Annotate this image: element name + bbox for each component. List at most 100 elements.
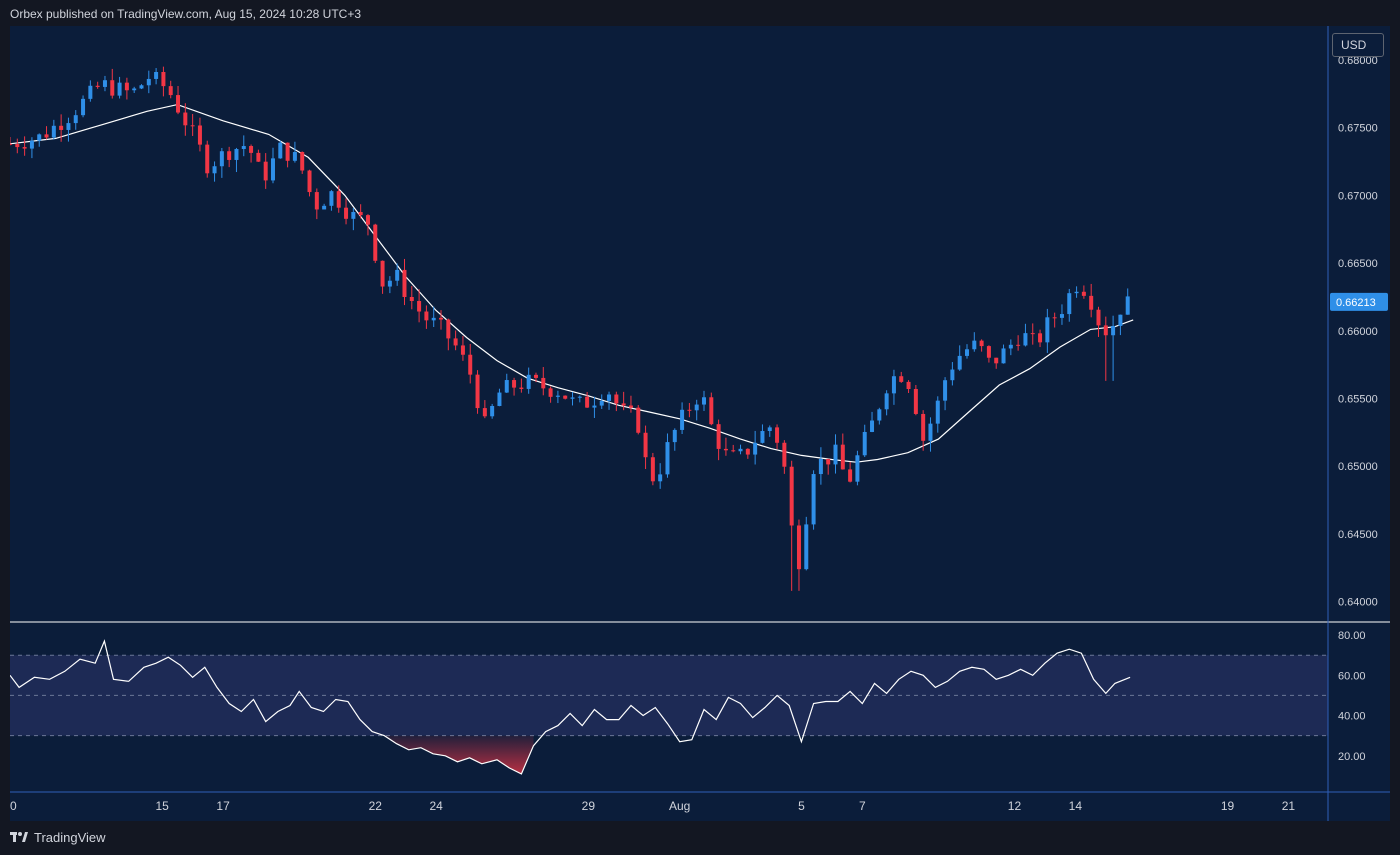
candle-body <box>789 466 794 526</box>
candle-body <box>760 431 765 443</box>
candle-body <box>88 85 93 99</box>
candle-body <box>154 72 159 79</box>
rsi-layer <box>10 639 1328 775</box>
candle-body <box>424 311 429 321</box>
candle-body <box>124 82 129 91</box>
candle-body <box>862 431 867 456</box>
chart-area[interactable]: 0.68000 0.67500 0.67000 0.66500 0.66000 0.655… <box>10 26 1390 821</box>
candle-body <box>110 80 115 96</box>
date-tick-label: 22 <box>369 799 383 813</box>
candle-body <box>519 387 524 389</box>
candle-body <box>694 404 699 411</box>
candle-body <box>249 146 254 153</box>
candle-body <box>804 524 809 570</box>
candle-body <box>453 338 458 346</box>
candle-body <box>460 345 465 355</box>
candle-body <box>270 158 275 181</box>
candle-body <box>1038 333 1043 343</box>
candle-body <box>818 458 823 475</box>
candle-body <box>314 192 319 210</box>
candle-body <box>526 374 531 389</box>
candle-body <box>395 269 400 281</box>
candle-body <box>650 457 655 482</box>
candle-body <box>1016 344 1021 346</box>
candle-body <box>504 380 509 393</box>
candle-body <box>373 224 378 261</box>
candle-body <box>1067 293 1072 315</box>
candle-body <box>672 429 677 443</box>
price-tick-label: 0.64500 <box>1338 529 1378 541</box>
candle-body <box>957 355 962 370</box>
date-tick-label: 5 <box>798 799 805 813</box>
candle-body <box>1059 314 1064 318</box>
candle-body <box>906 381 911 389</box>
rsi-line <box>10 639 1131 775</box>
candle-body <box>870 420 875 432</box>
candle-body <box>913 388 918 414</box>
candle-body <box>446 319 451 339</box>
candle-body <box>979 340 984 347</box>
candle-body <box>775 427 780 443</box>
candle-body <box>468 354 473 375</box>
candle-body <box>263 161 268 181</box>
candle-body <box>921 413 926 441</box>
tradingview-logo-icon <box>10 830 28 844</box>
candle-body <box>680 409 685 430</box>
candle-body <box>577 396 582 398</box>
candle-body <box>972 340 977 350</box>
candle-body <box>73 115 78 124</box>
candle-body <box>811 474 816 525</box>
price-tick-label: 0.68000 <box>1338 55 1378 67</box>
candle-body <box>351 212 356 219</box>
candle-body <box>621 403 626 406</box>
candle-body <box>753 442 758 455</box>
candle-body <box>15 144 20 148</box>
candle-body <box>497 392 502 406</box>
candle-body <box>22 147 27 149</box>
candle-body <box>227 151 232 160</box>
candle-body <box>1052 317 1057 319</box>
candle-body <box>607 394 612 401</box>
candle-body <box>475 374 480 409</box>
candle-body <box>840 444 845 470</box>
rsi-oversold-fill <box>384 735 534 774</box>
chart-svg[interactable]: 0.68000 0.67500 0.67000 0.66500 0.66000 0.655… <box>10 26 1390 821</box>
date-tick-label: Aug <box>669 799 690 813</box>
candle-body <box>197 125 202 145</box>
date-tick-label: 10 <box>10 799 17 813</box>
candle-body <box>205 144 210 174</box>
candle-body <box>563 395 568 399</box>
candle-body <box>1103 325 1108 336</box>
date-tick-label: 19 <box>1221 799 1235 813</box>
currency-selector[interactable]: USD <box>1332 33 1384 57</box>
candle-body <box>796 525 801 570</box>
candle-body <box>37 134 42 141</box>
candle-body <box>899 376 904 382</box>
candle-body <box>95 85 100 87</box>
candle-body <box>1045 317 1050 343</box>
candle-body <box>738 448 743 452</box>
moving-average-layer <box>10 103 1134 463</box>
candle-body <box>628 405 633 408</box>
date-tick-label: 24 <box>429 799 443 813</box>
candle-body <box>336 191 341 208</box>
candle-body <box>687 409 692 411</box>
price-tick-label: 0.66500 <box>1338 258 1378 270</box>
candle-body <box>344 207 349 219</box>
candle-body <box>636 407 641 433</box>
candle-body <box>278 142 283 159</box>
candle-body <box>417 300 422 312</box>
candle-body <box>782 442 787 467</box>
candle-body <box>709 397 714 425</box>
price-tick-label: 0.64000 <box>1338 597 1378 609</box>
candle-body <box>1023 333 1028 346</box>
candle-body <box>950 369 955 381</box>
candle-body <box>176 95 181 113</box>
candle-body <box>548 388 553 397</box>
candle-body <box>256 152 261 162</box>
candle-body <box>884 393 889 410</box>
candle-body <box>1096 309 1101 326</box>
last-price-badge <box>1330 292 1388 311</box>
candle-body <box>183 112 188 126</box>
candle-body <box>117 82 122 96</box>
